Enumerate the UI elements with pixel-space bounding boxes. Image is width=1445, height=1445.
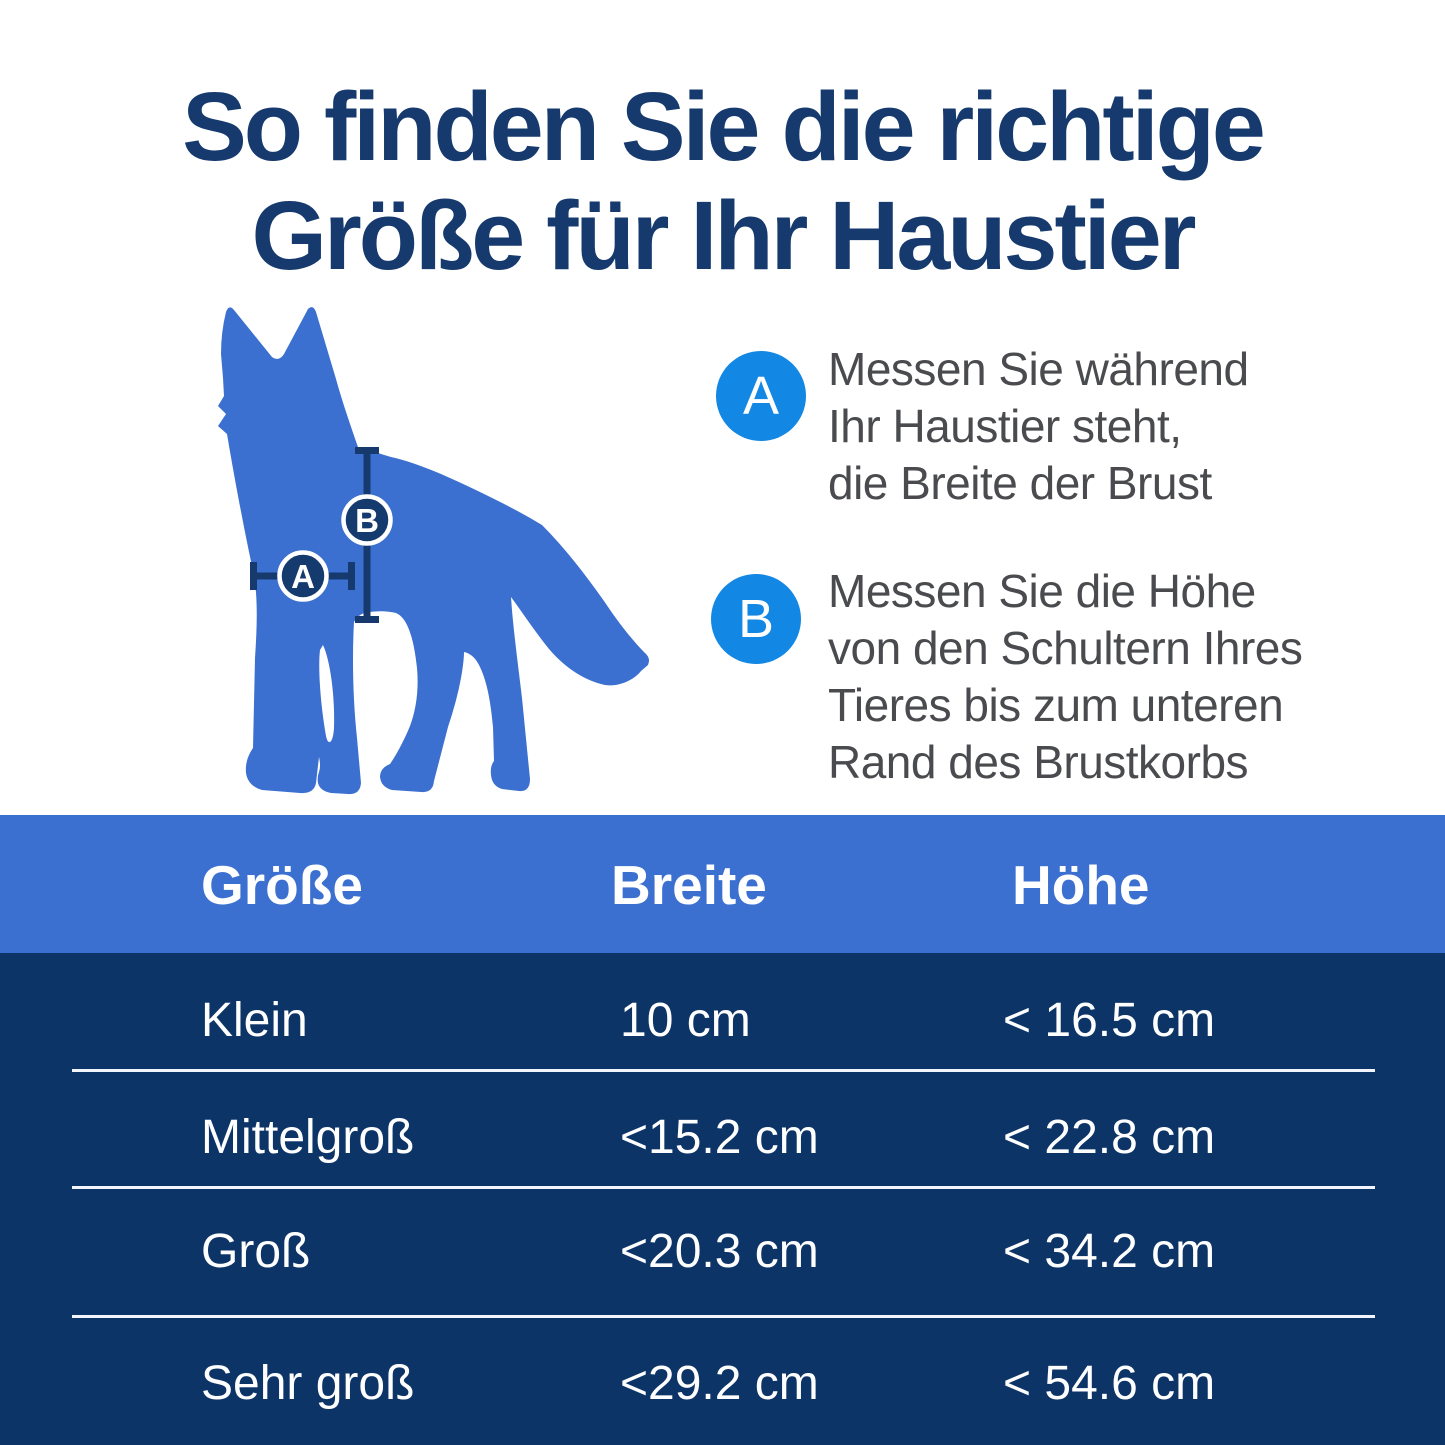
step-a-badge: A xyxy=(716,351,806,441)
column-header-height: Höhe xyxy=(1012,854,1150,916)
row-separator xyxy=(72,1069,1375,1072)
cell-height: < 16.5 cm xyxy=(1003,994,1216,1047)
step-b-text-line: von den Schultern Ihres xyxy=(828,622,1303,674)
page-title-line2: Größe für Ihr Haustier xyxy=(251,181,1197,290)
cell-height: < 54.6 cm xyxy=(1003,1357,1216,1410)
row-separator xyxy=(72,1186,1375,1189)
step-a-badge-label: A xyxy=(742,366,780,426)
cell-size: Mittelgroß xyxy=(201,1111,415,1164)
step-a-text-line: Ihr Haustier steht, xyxy=(828,400,1182,452)
step-b-text-line: Messen Sie die Höhe xyxy=(828,565,1256,617)
measurement-a-marker: A xyxy=(250,550,355,602)
table-row: Mittelgroß <15.2 cm < 22.8 cm xyxy=(0,1110,1445,1166)
cell-width: <29.2 cm xyxy=(620,1357,819,1410)
step-b-badge: B xyxy=(711,574,801,664)
table-row: Groß <20.3 cm < 34.2 cm xyxy=(0,1224,1445,1280)
cell-height: < 22.8 cm xyxy=(1003,1111,1216,1164)
measurement-b-marker: B xyxy=(341,447,393,623)
step-b-text: Messen Sie die Höhe von den Schultern Ih… xyxy=(828,563,1303,791)
table-row: Sehr groß <29.2 cm < 54.6 cm xyxy=(0,1356,1445,1412)
step-b-badge-label: B xyxy=(737,589,775,649)
dog-silhouette-illustration: B A xyxy=(218,307,649,795)
step-a-text: Messen Sie während Ihr Haustier steht, d… xyxy=(828,341,1249,512)
table-row: Klein 10 cm < 16.5 cm xyxy=(0,993,1445,1049)
cell-width: <20.3 cm xyxy=(620,1225,819,1278)
step-b-text-line: Tieres bis zum unteren xyxy=(828,679,1284,731)
column-header-width: Breite xyxy=(611,854,767,916)
size-table-body: Klein 10 cm < 16.5 cm Mittelgroß <15.2 c… xyxy=(0,953,1445,1445)
cell-size: Sehr groß xyxy=(201,1357,415,1410)
dog-silhouette xyxy=(218,307,649,795)
step-a-text-line: Messen Sie während xyxy=(828,343,1249,395)
marker-b-label: B xyxy=(355,502,379,539)
column-header-size: Größe xyxy=(201,854,363,916)
cell-size: Klein xyxy=(201,994,308,1047)
step-b-text-line: Rand des Brustkorbs xyxy=(828,736,1249,788)
page-title-line1: So finden Sie die richtige xyxy=(182,72,1266,181)
cell-width: <15.2 cm xyxy=(620,1111,819,1164)
front-leg-gap xyxy=(319,645,335,743)
page-title: So finden Sie die richtige Größe für Ihr… xyxy=(0,72,1445,290)
step-a-text-line: die Breite der Brust xyxy=(828,457,1212,509)
cell-height: < 34.2 cm xyxy=(1003,1225,1216,1278)
row-separator xyxy=(72,1315,1375,1318)
size-table-header: Größe Breite Höhe xyxy=(0,815,1445,953)
marker-a-label: A xyxy=(291,558,315,595)
cell-size: Groß xyxy=(201,1225,311,1278)
cell-width: 10 cm xyxy=(620,994,751,1047)
